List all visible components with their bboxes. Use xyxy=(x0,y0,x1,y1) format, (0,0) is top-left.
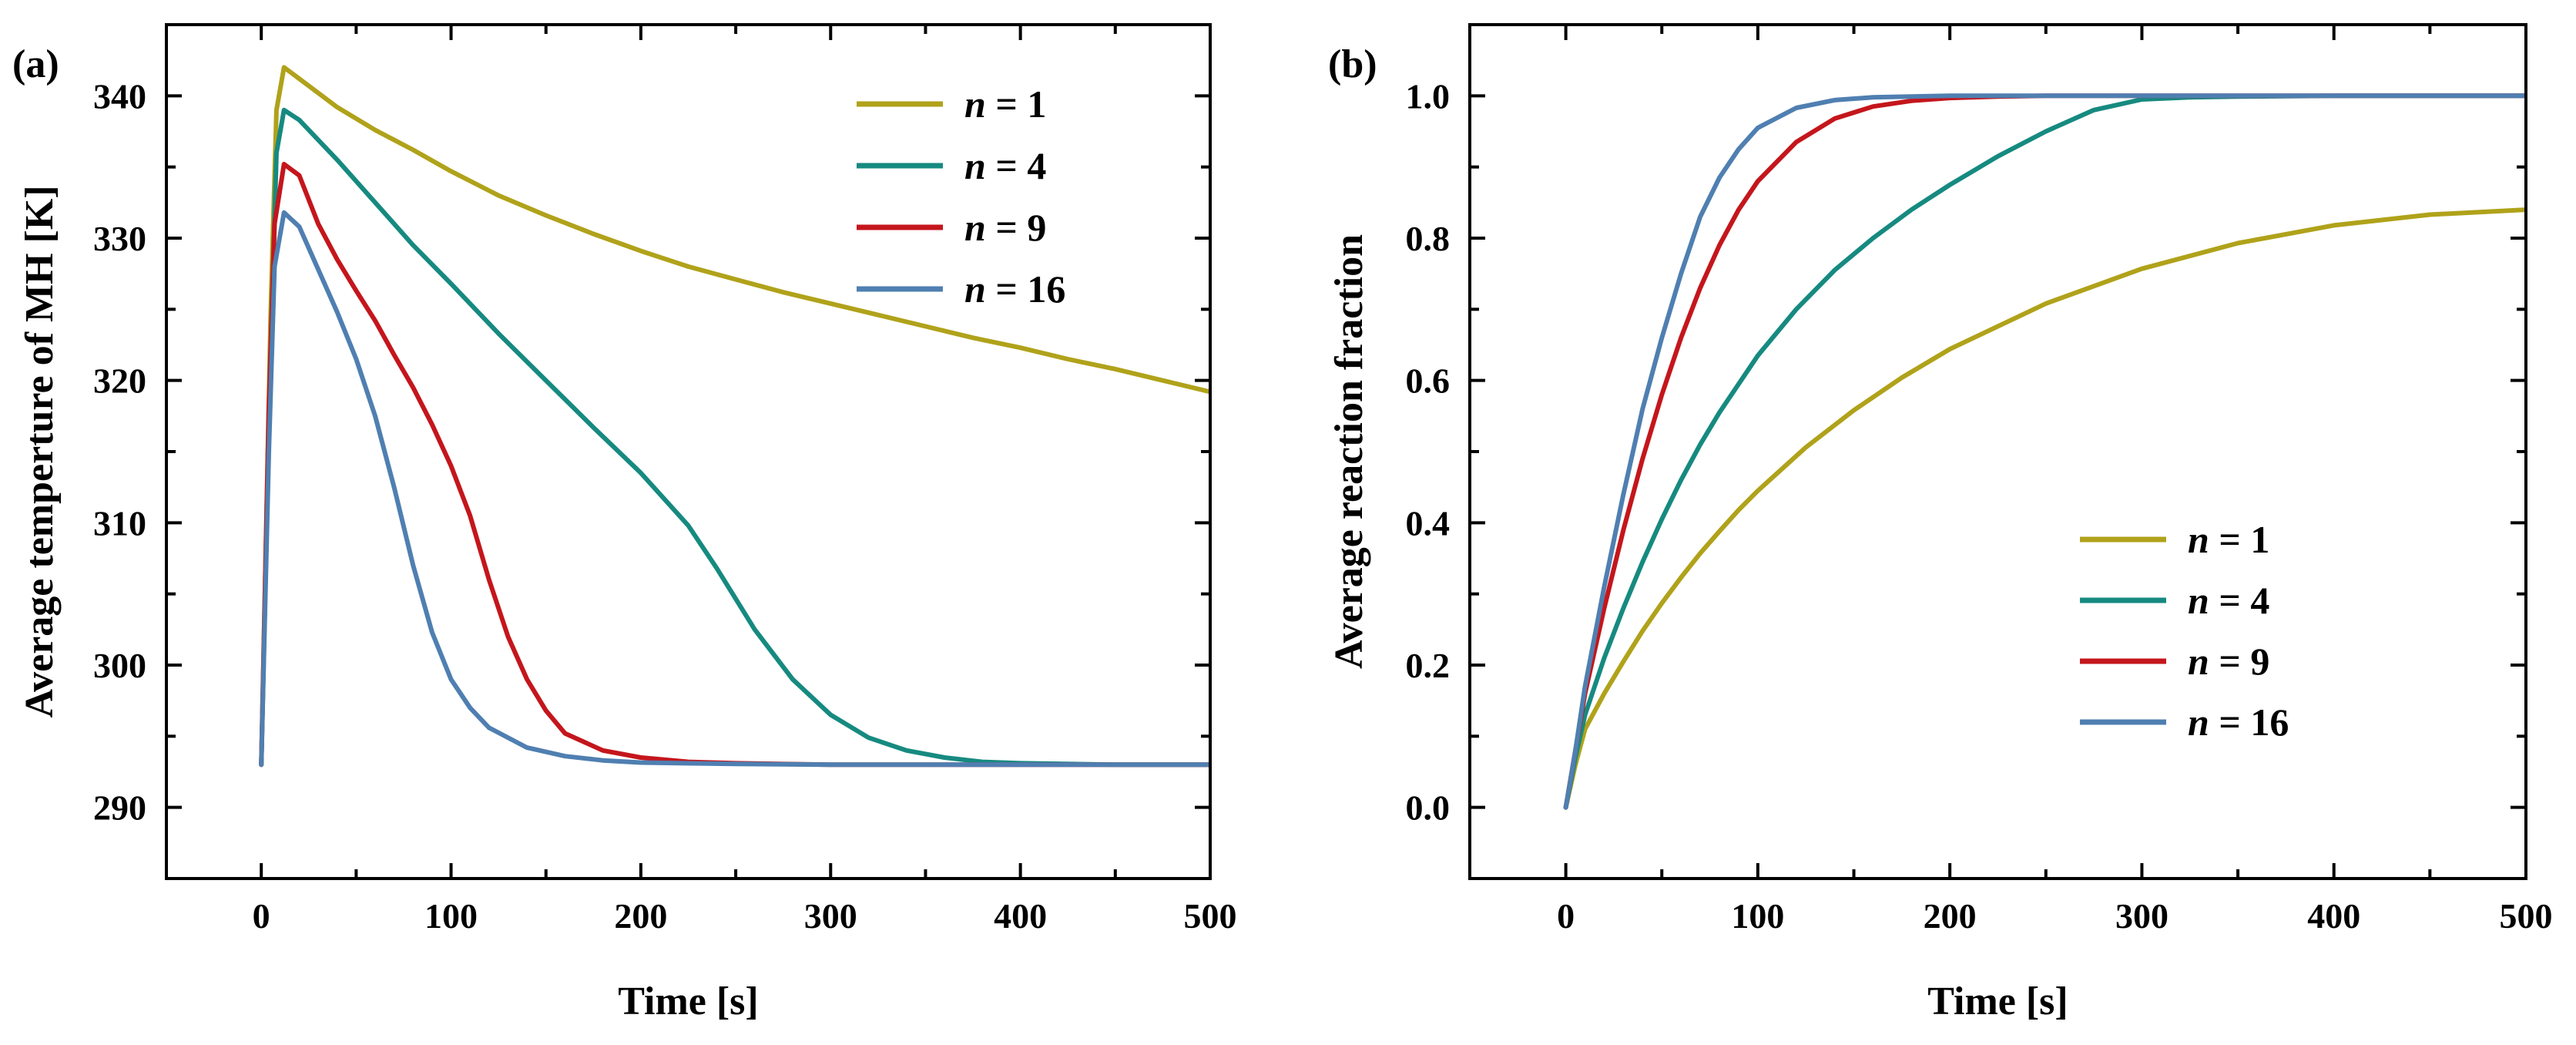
chart-panel-b: 0 100 200 300 400 500 0.0 0.2 0.4 0.6 0.8 1.0 Time [… xyxy=(1327,23,2553,1023)
x-tick-label: 500 xyxy=(1184,896,1237,936)
y-tick-label: 0.0 xyxy=(1406,788,1451,828)
y-axis: 290 300 310 320 330 340 xyxy=(93,23,1210,880)
legend-label-n4: n = 4 xyxy=(964,144,1046,187)
x-axis: 0 100 200 300 400 500 xyxy=(165,25,1237,936)
y-tick-label: 320 xyxy=(93,361,146,401)
x-tick-label: 0 xyxy=(253,896,270,936)
x-tick-label: 400 xyxy=(994,896,1047,936)
x-axis: 0 100 200 300 400 500 xyxy=(1468,25,2553,936)
legend-label-n16: n = 16 xyxy=(964,267,1065,311)
y-tick-label: 0.2 xyxy=(1406,646,1451,685)
y-tick-label: 0.6 xyxy=(1406,361,1451,401)
x-tick-label: 200 xyxy=(1924,896,1977,936)
legend-label-n1: n = 1 xyxy=(2188,518,2269,561)
x-tick-label: 500 xyxy=(2500,896,2553,936)
y-tick-label: 0.4 xyxy=(1406,503,1451,543)
plot-frame xyxy=(1468,23,2527,880)
series-line-n16 xyxy=(1563,93,2526,810)
x-tick-label: 400 xyxy=(2307,896,2360,936)
series-line-n16 xyxy=(259,210,1210,768)
legend-label-n9: n = 9 xyxy=(2188,640,2269,683)
plot-frame xyxy=(165,23,1212,880)
series-line-n4 xyxy=(1563,93,2526,810)
y-tick-label: 310 xyxy=(93,503,146,543)
x-tick-label: 0 xyxy=(1557,896,1575,936)
series-line-n9 xyxy=(259,162,1210,768)
series-line-n1 xyxy=(1563,207,2526,810)
y-axis-title: Average temperture of MH [K] xyxy=(18,185,62,717)
y-tick-label: 290 xyxy=(93,788,146,828)
series-line-n9 xyxy=(1563,93,2526,810)
legend-label-n16: n = 16 xyxy=(2188,701,2289,744)
legend-label-n1: n = 1 xyxy=(964,82,1046,126)
legend: n = 1 n = 4 n = 9 n = 16 xyxy=(2080,518,2289,744)
x-tick-label: 300 xyxy=(804,896,857,936)
x-tick-label: 300 xyxy=(2115,896,2168,936)
y-axis-title: Average reaction fraction xyxy=(1327,234,1371,669)
y-tick-label: 300 xyxy=(93,646,146,685)
y-tick-label: 0.8 xyxy=(1406,219,1451,258)
panel-label: (b) xyxy=(1328,42,1377,86)
x-axis-title: Time [s] xyxy=(1927,979,2068,1023)
y-tick-label: 340 xyxy=(93,76,146,116)
series-line-n1 xyxy=(259,65,1210,768)
x-tick-label: 100 xyxy=(1731,896,1784,936)
x-tick-label: 100 xyxy=(424,896,478,936)
chart-panel-a: 0 100 200 300 400 500 290 300 310 320 330 340 Time [… xyxy=(12,23,1237,1023)
legend: n = 1 n = 4 n = 9 n = 16 xyxy=(857,82,1065,311)
legend-label-n9: n = 9 xyxy=(964,206,1046,249)
y-tick-label: 1.0 xyxy=(1406,76,1451,116)
series-line-n4 xyxy=(259,107,1210,768)
panel-label: (a) xyxy=(12,42,59,86)
x-tick-label: 200 xyxy=(614,896,667,936)
y-tick-label: 330 xyxy=(93,219,146,258)
x-axis-title: Time [s] xyxy=(618,979,758,1023)
legend-label-n4: n = 4 xyxy=(2188,579,2269,622)
